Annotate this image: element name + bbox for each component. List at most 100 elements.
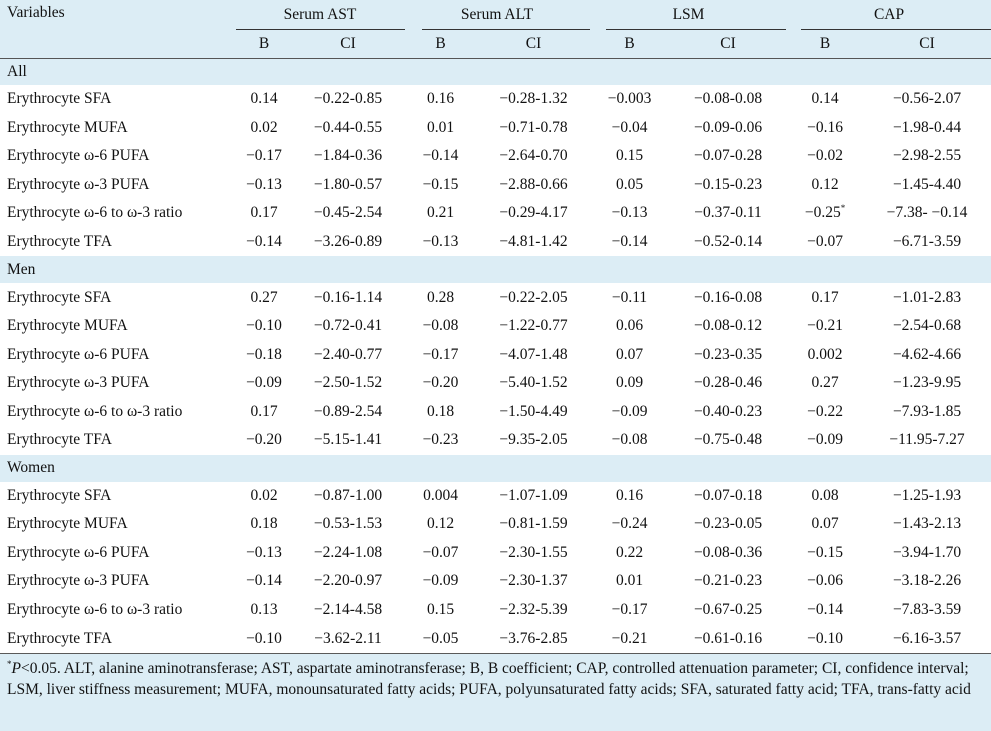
cell-value: −0.56-2.07 <box>892 90 962 108</box>
cell-ci: −0.81-1.59 <box>477 510 590 539</box>
cell-value: −0.21 <box>611 629 648 647</box>
cell-b: −0.17 <box>404 340 477 369</box>
cell-value: −1.84-0.36 <box>313 147 383 165</box>
group-header-cap: CAP <box>787 0 991 29</box>
cell-ci: −7.83-3.59 <box>863 596 991 625</box>
row-label: Erythrocyte SFA <box>7 288 112 306</box>
cell-value: −3.62-2.11 <box>314 629 382 647</box>
cell-ci: −0.28-1.32 <box>477 85 590 114</box>
cell-b: 0.27 <box>236 283 292 312</box>
cell-value: −0.29-4.17 <box>499 204 568 222</box>
cell-value: 0.09 <box>615 374 644 392</box>
cell-value: −0.28-1.32 <box>499 90 568 108</box>
cell-value: −0.09 <box>807 431 843 449</box>
cell-b: −0.22 <box>787 397 863 426</box>
cell-b: −0.20 <box>404 369 477 398</box>
subheader-b: B <box>590 29 670 58</box>
cell-value: −0.08-0.36 <box>693 543 763 561</box>
cell-b: −0.07 <box>787 228 863 257</box>
cell-b: −0.09 <box>404 567 477 596</box>
cell-b: −0.14 <box>404 142 477 171</box>
cell-ci: −3.76-2.85 <box>477 624 590 653</box>
cell-ci: −0.44-0.55 <box>292 114 404 143</box>
cell-ci: −0.08-0.36 <box>669 539 787 568</box>
cell-value: −0.28-0.46 <box>693 374 763 392</box>
table-footnote: *P<0.05. ALT, alanine aminotransferase; … <box>0 652 991 731</box>
cell-value: −3.94-1.70 <box>892 543 962 561</box>
cell-b: −0.09 <box>236 369 292 398</box>
cell-ci: −0.72-0.41 <box>292 312 404 341</box>
subheader-ci: CI <box>477 29 591 58</box>
cell-b: 0.002 <box>787 340 863 369</box>
cell-value: −11.95-7.27 <box>889 431 965 449</box>
cell-ci: −4.81-1.42 <box>477 228 590 257</box>
cell-value: −0.14 <box>422 147 459 165</box>
cell-value: 0.12 <box>426 515 455 533</box>
cell-b: 0.02 <box>236 114 292 143</box>
cell-value: −0.67-0.25 <box>693 601 763 619</box>
cell-b: −0.24 <box>590 510 669 539</box>
cell-value: −0.10 <box>246 317 282 335</box>
cell-b: −0.08 <box>590 426 669 455</box>
cell-value: −0.22-0.85 <box>313 90 383 108</box>
header-row-groups: Variables Serum AST Serum ALT LSM CAP <box>0 0 991 58</box>
cell-ci: −2.54-0.68 <box>863 312 991 341</box>
cell-b: −0.17 <box>236 142 292 171</box>
row-label: Erythrocyte SFA <box>7 486 112 504</box>
cell-value: −0.17 <box>422 345 459 363</box>
cell-value: −0.14 <box>611 233 648 250</box>
cell-b: −0.02 <box>787 142 863 171</box>
cell-b: 0.12 <box>787 171 863 200</box>
cell-value: −2.14-4.58 <box>313 601 383 619</box>
row-label: Erythrocyte ω-6 PUFA <box>7 543 150 561</box>
cell-ci: −1.98-0.44 <box>863 114 991 143</box>
section-row: Women <box>0 454 991 482</box>
cell-value: −0.08-0.08 <box>693 90 763 108</box>
cell-value: 0.07 <box>615 345 644 363</box>
cell-value: 0.15 <box>615 147 644 165</box>
cell-value: −0.61-0.16 <box>693 629 763 647</box>
cell-value: −2.88-0.66 <box>499 175 568 193</box>
cell-value: −0.75-0.48 <box>693 431 763 449</box>
cell-value: −5.15-1.41 <box>313 431 383 449</box>
group-header-label: CAP <box>873 5 905 23</box>
cell-value: −0.15 <box>807 543 843 561</box>
cell-value: −7.93-1.85 <box>892 402 962 420</box>
cell-b: 0.13 <box>236 596 292 625</box>
row-label: Erythrocyte MUFA <box>7 515 128 533</box>
cell-value: −0.25 <box>804 204 841 222</box>
cell-ci: −0.08-0.12 <box>669 312 787 341</box>
cell-value: −0.05 <box>422 629 459 647</box>
cell-b: −0.06 <box>787 567 863 596</box>
cell-value: −0.21 <box>807 317 843 335</box>
row-label: Erythrocyte ω-3 PUFA <box>7 374 150 392</box>
cell-b: 0.18 <box>236 510 292 539</box>
cell-value: −0.07-0.18 <box>693 486 763 504</box>
cell-ci: −0.53-1.53 <box>292 510 404 539</box>
group-header-lsm: LSM <box>590 0 788 29</box>
cell-ci: −1.07-1.09 <box>477 482 590 511</box>
cell-b: 0.07 <box>787 510 863 539</box>
cell-b: 0.02 <box>236 482 292 511</box>
cell-b: −0.21 <box>787 312 863 341</box>
table-row: Erythrocyte SFA 0.02 −0.87-1.00 0.004 −1.07-… <box>0 482 991 511</box>
cell-value: −0.71-0.78 <box>499 118 568 136</box>
cell-value: 0.08 <box>811 486 839 504</box>
row-label: Erythrocyte MUFA <box>7 317 128 335</box>
cell-value: −0.11 <box>611 288 648 306</box>
cell-value: −0.02 <box>807 147 843 165</box>
cell-ci: −7.93-1.85 <box>863 397 991 426</box>
cell-value: −0.15 <box>422 175 459 193</box>
cell-b: 0.18 <box>404 397 477 426</box>
cell-value: −0.21-0.23 <box>693 572 763 590</box>
cell-b: −0.13 <box>236 171 292 200</box>
cell-value: −0.13 <box>246 175 282 193</box>
cell-b: −0.14 <box>590 228 669 257</box>
cell-value: 0.15 <box>426 601 455 619</box>
cell-value: −0.37-0.11 <box>694 204 762 222</box>
cell-b: −0.15 <box>404 171 477 200</box>
cell-value: 0.14 <box>811 90 839 108</box>
cell-value: 0.01 <box>615 572 644 590</box>
table-row: Erythrocyte ω-6 to ω-3 ratio 0.13 −2.14-4.… <box>0 596 991 625</box>
cell-ci: −0.21-0.23 <box>669 567 787 596</box>
